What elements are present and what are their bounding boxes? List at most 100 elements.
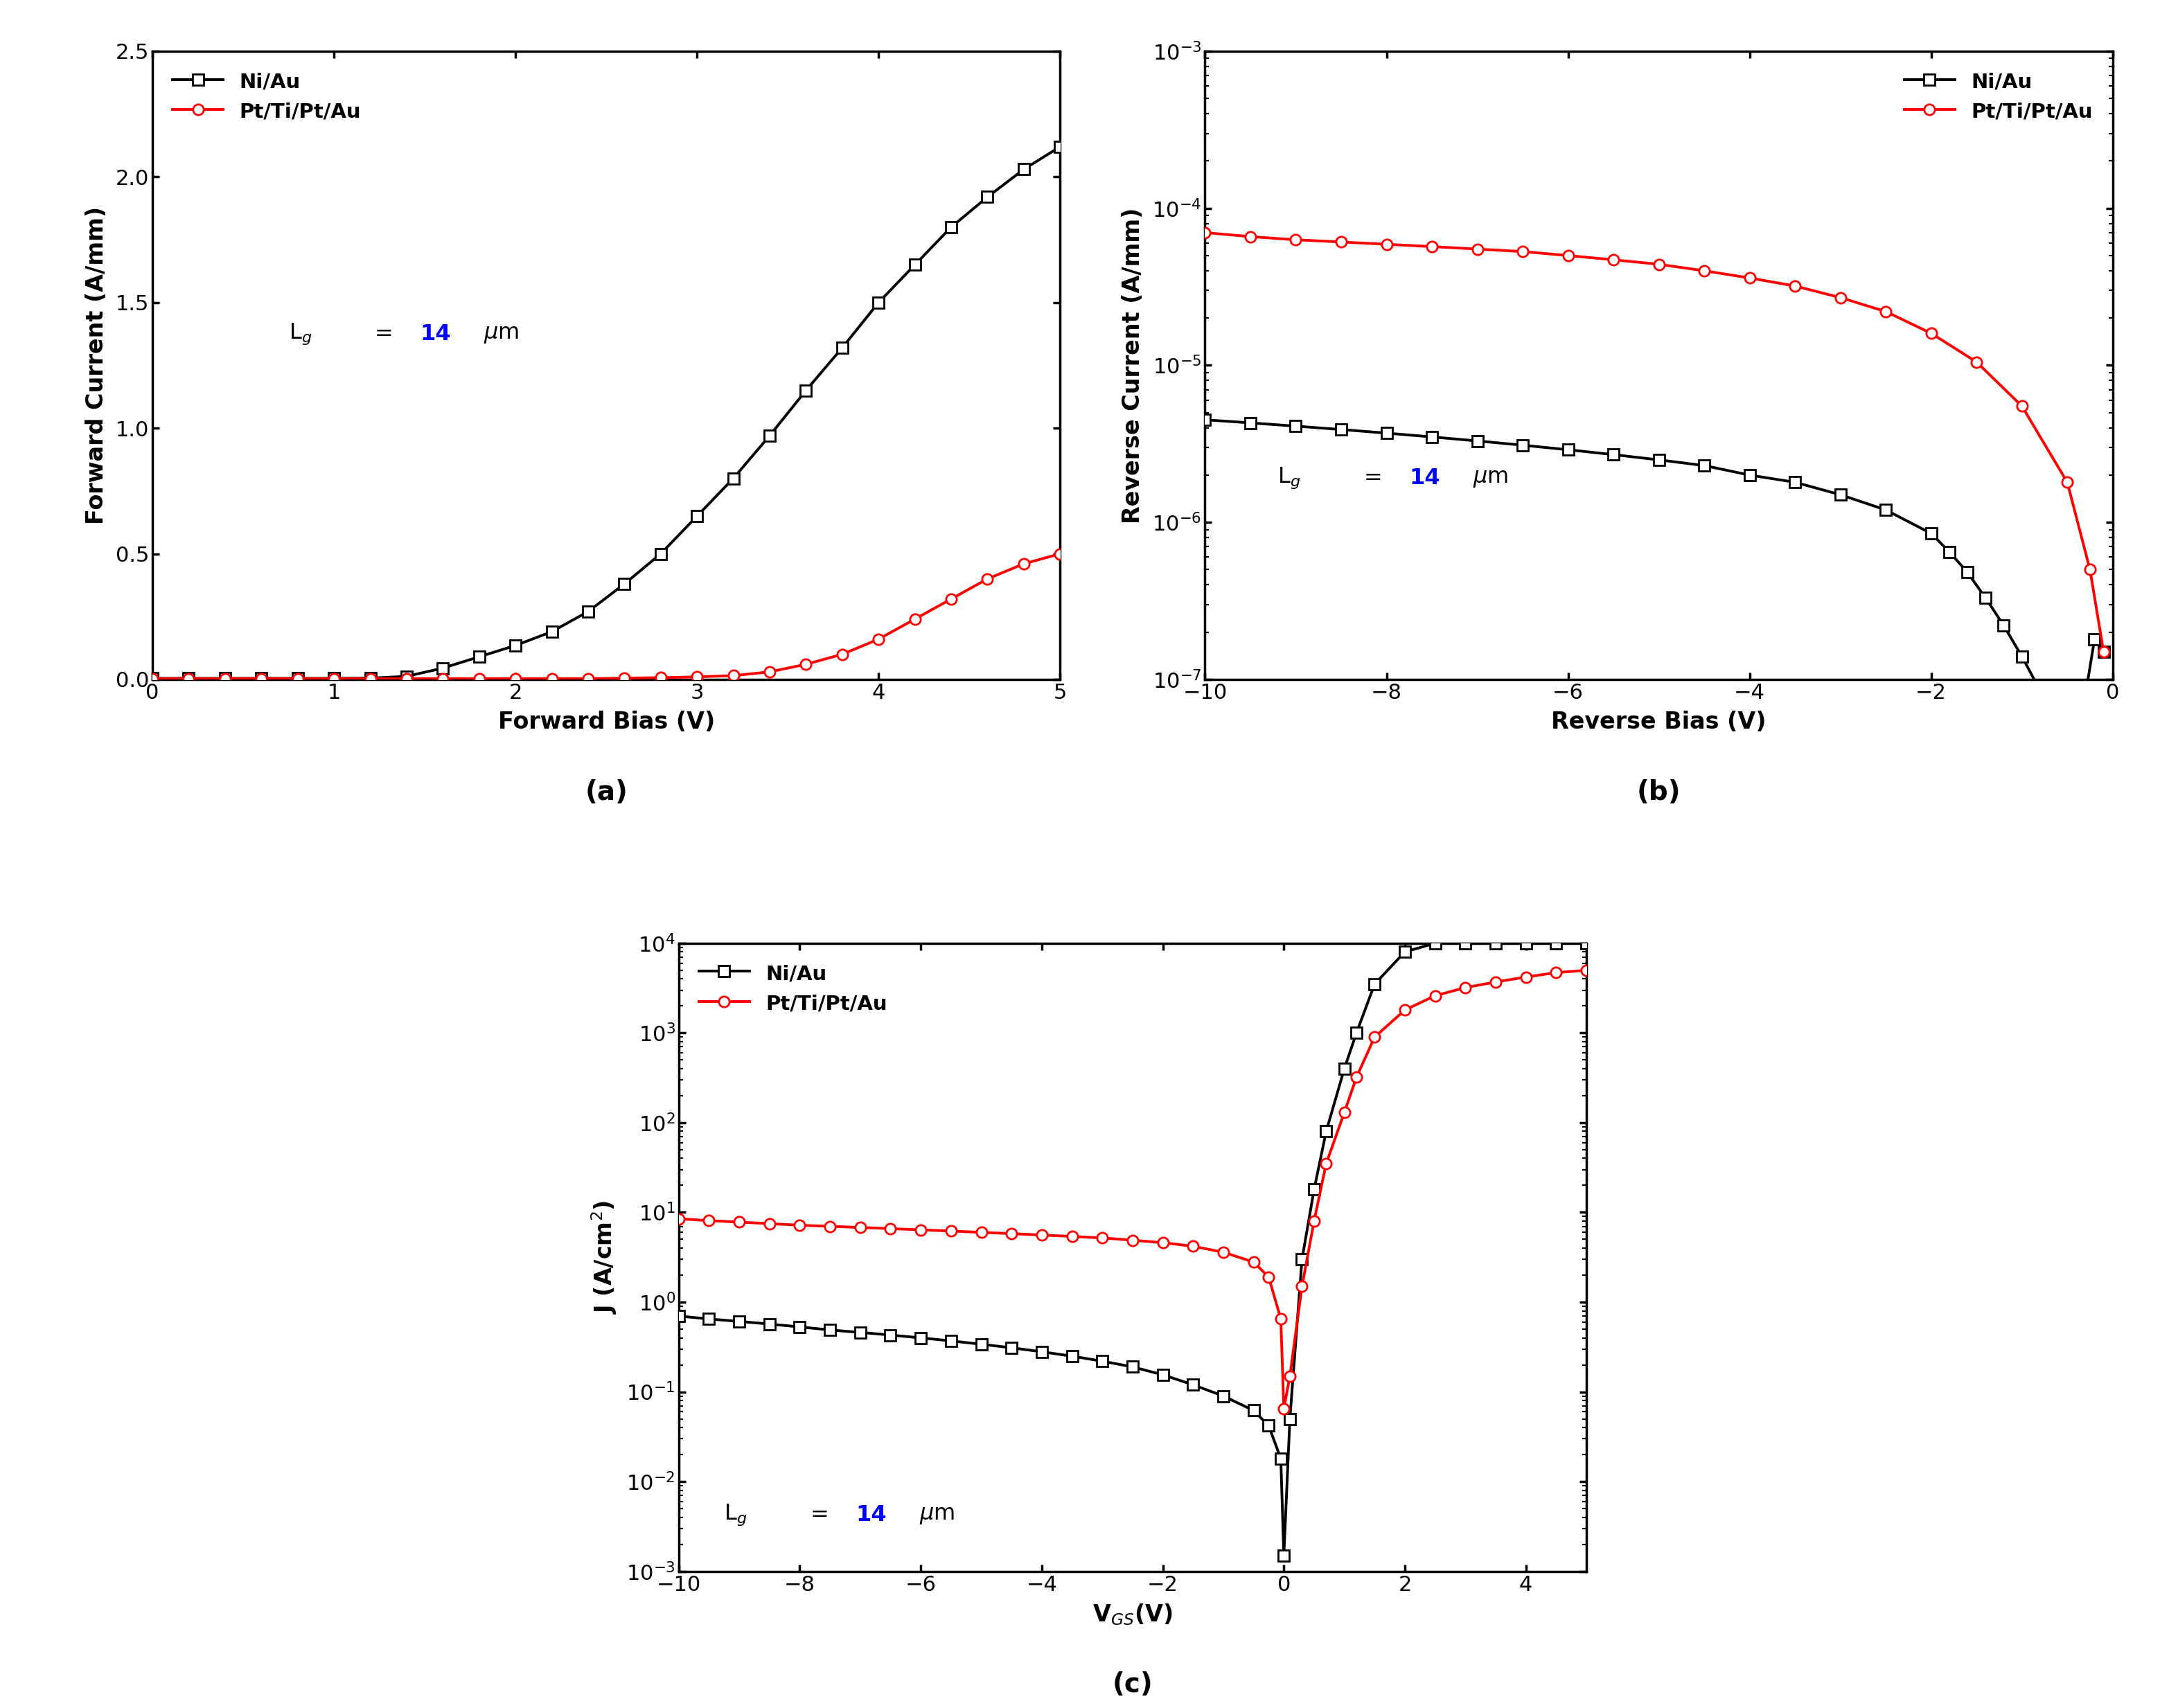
Ni/Au (139, 668, 166, 688)
Ni/Au (847, 1322, 873, 1342)
Pt/Ti/Pt/Au (1453, 977, 1479, 997)
Ni/Au (538, 622, 564, 642)
Ni/Au (1509, 436, 1535, 456)
X-axis label: Reverse Bias (V): Reverse Bias (V) (1551, 711, 1766, 733)
Pt/Ti/Pt/Au (1089, 1228, 1115, 1249)
Ni/Au (1827, 485, 1853, 506)
Ni/Au (969, 1334, 995, 1354)
Pt/Ti/Pt/Au (756, 1213, 782, 1233)
Pt/Ti/Pt/Au (1827, 287, 1853, 307)
Pt/Ti/Pt/Au (756, 661, 782, 681)
Y-axis label: Forward Current (A/mm): Forward Current (A/mm) (85, 207, 109, 524)
Pt/Ti/Pt/Au (1191, 222, 1218, 243)
Text: =: = (1363, 468, 1383, 488)
Line: Pt/Ti/Pt/Au: Pt/Ti/Pt/Au (673, 965, 1592, 1414)
Ni/Au (1483, 933, 1509, 953)
X-axis label: Forward Bias (V): Forward Bias (V) (499, 711, 714, 733)
Ni/Au (1211, 1385, 1237, 1406)
Ni/Au (1873, 500, 1899, 521)
Ni/Au (357, 668, 383, 688)
Ni/Au (1514, 933, 1540, 953)
Ni/Au (1573, 933, 1599, 953)
Ni/Au (1028, 1341, 1054, 1361)
Ni/Au (666, 1307, 693, 1327)
Pt/Ti/Pt/Au (1422, 986, 1448, 1006)
Ni/Au (248, 668, 274, 688)
Pt/Ti/Pt/Au (1736, 268, 1762, 289)
Pt/Ti/Pt/Au (902, 608, 928, 629)
Text: (c): (c) (1113, 1670, 1152, 1698)
Ni/Au (466, 647, 492, 668)
Pt/Ti/Pt/Au (1283, 229, 1309, 249)
Text: (b): (b) (1638, 779, 1681, 806)
Ni/Au (176, 668, 203, 688)
Pt/Ti/Pt/Au (1300, 1211, 1326, 1231)
Pt/Ti/Pt/Au (1150, 1233, 1176, 1254)
Ni/Au (908, 1327, 934, 1348)
Ni/Au (830, 338, 856, 359)
Ni/Au (998, 1337, 1024, 1358)
Pt/Ti/Pt/Au (1919, 323, 1945, 343)
Pt/Ti/Pt/Au (612, 668, 638, 688)
Pt/Ti/Pt/Au (878, 1218, 904, 1238)
Pt/Ti/Pt/Au (320, 668, 346, 688)
Pt/Ti/Pt/Au (1542, 962, 1568, 982)
Ni/Au (1289, 1249, 1316, 1269)
Ni/Au (1782, 471, 1808, 492)
Ni/Au (1313, 1120, 1339, 1141)
Pt/Ti/Pt/Au (1509, 241, 1535, 261)
Pt/Ti/Pt/Au (248, 668, 274, 688)
Pt/Ti/Pt/Au (1180, 1237, 1207, 1257)
Pt/Ti/Pt/Au (1276, 1366, 1302, 1387)
Ni/Au (725, 1312, 751, 1332)
Pt/Ti/Pt/Au (1573, 960, 1599, 980)
Pt/Ti/Pt/Au (1514, 967, 1540, 987)
Pt/Ti/Pt/Au (684, 666, 710, 687)
Ni/Au (939, 217, 965, 237)
Pt/Ti/Pt/Au (1270, 1399, 1296, 1419)
Ni/Au (1011, 159, 1037, 179)
Pt/Ti/Pt/Au (1268, 1308, 1294, 1329)
Pt/Ti/Pt/Au (974, 569, 1000, 589)
Ni/Au (1300, 1179, 1326, 1199)
Ni/Au (320, 668, 346, 688)
Text: =: = (810, 1505, 830, 1525)
Pt/Ti/Pt/Au (1119, 1230, 1146, 1250)
Ni/Au (2028, 680, 2054, 700)
Pt/Ti/Pt/Au (908, 1220, 934, 1240)
Pt/Ti/Pt/Au (969, 1223, 995, 1243)
Pt/Ti/Pt/Au (1361, 1027, 1387, 1047)
Ni/Au (1936, 541, 1962, 562)
Legend: Ni/Au, Pt/Ti/Pt/Au: Ni/Au, Pt/Ti/Pt/Au (163, 61, 370, 132)
Ni/Au (1276, 1409, 1302, 1430)
Ni/Au (1464, 430, 1490, 451)
Ni/Au (1241, 1401, 1268, 1421)
Ni/Au (285, 668, 311, 688)
Pt/Ti/Pt/Au (357, 668, 383, 688)
Ni/Au (697, 1308, 723, 1329)
Pt/Ti/Pt/Au (394, 668, 420, 688)
Pt/Ti/Pt/Au (211, 668, 237, 688)
Ni/Au (1283, 415, 1309, 436)
Ni/Au (1361, 974, 1387, 994)
Ni/Au (1048, 137, 1074, 157)
Pt/Ti/Pt/Au (1601, 249, 1627, 270)
Ni/Au (1119, 1356, 1146, 1377)
Ni/Au (2063, 741, 2089, 762)
Ni/Au (902, 254, 928, 275)
Ni/Au (1191, 410, 1218, 430)
Pt/Ti/Pt/Au (1344, 1068, 1370, 1088)
Pt/Ti/Pt/Au (139, 668, 166, 688)
Pt/Ti/Pt/Au (1690, 261, 1716, 282)
Pt/Ti/Pt/Au (575, 668, 601, 688)
Ni/Au (1237, 413, 1263, 434)
Ni/Au (865, 292, 891, 313)
Pt/Ti/Pt/Au (1782, 275, 1808, 295)
Pt/Ti/Pt/Au (1464, 239, 1490, 260)
Pt/Ti/Pt/Au (1374, 234, 1400, 254)
Pt/Ti/Pt/Au (721, 666, 747, 687)
Ni/Au (647, 543, 673, 564)
Pt/Ti/Pt/Au (1331, 1102, 1357, 1122)
Pt/Ti/Pt/Au (998, 1223, 1024, 1243)
Ni/Au (1089, 1351, 1115, 1372)
